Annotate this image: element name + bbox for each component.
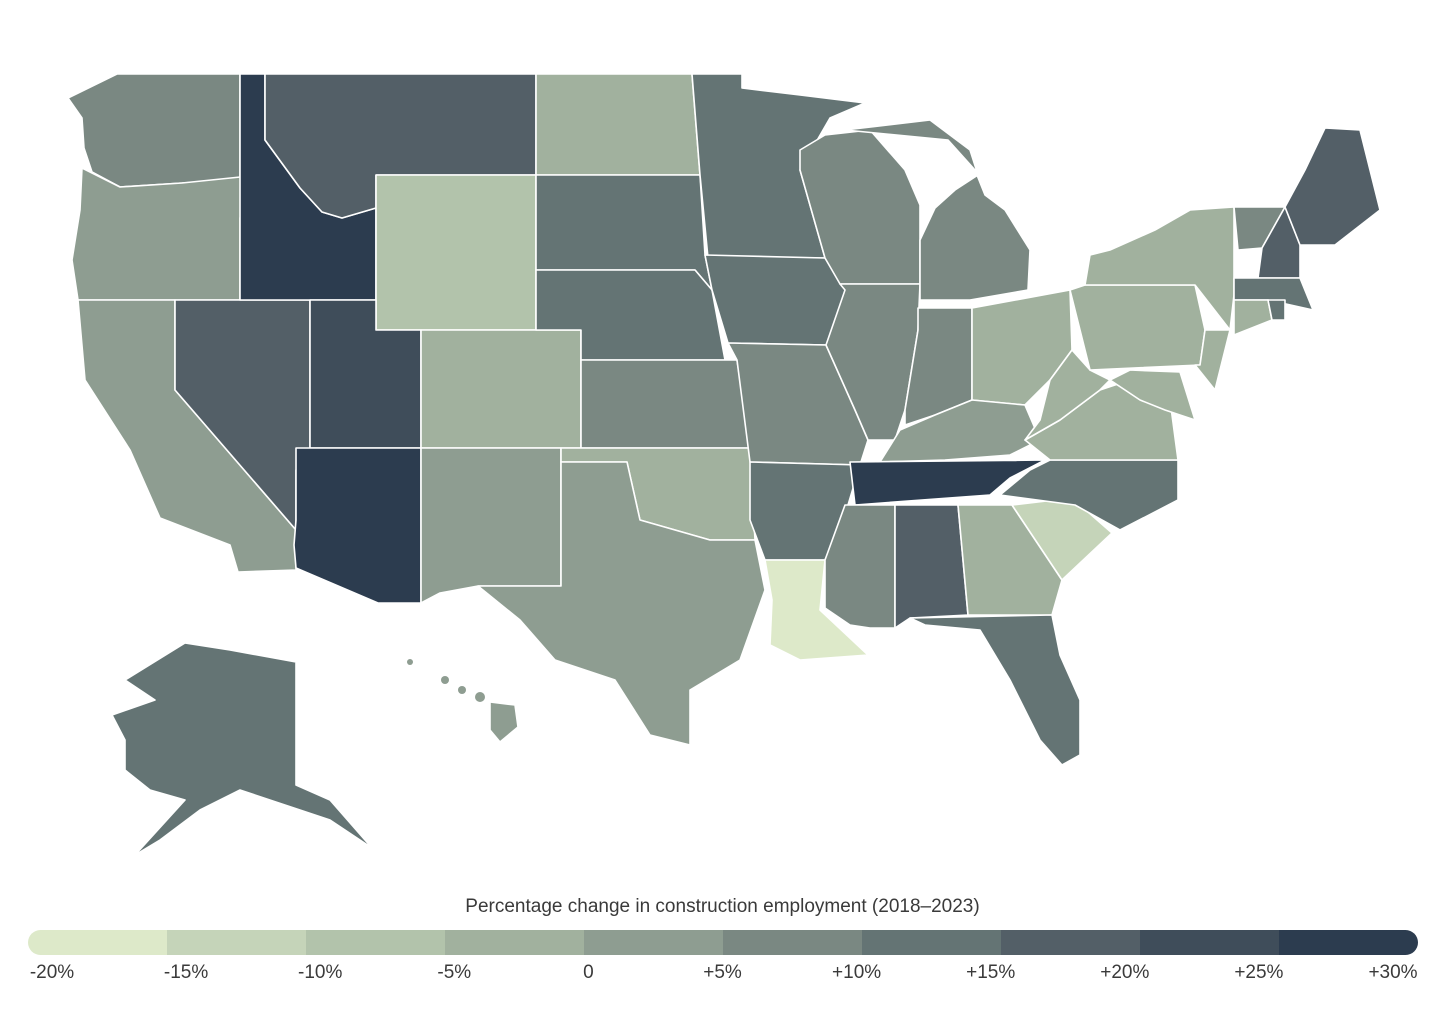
legend-tick-label: +20% — [1100, 962, 1150, 983]
state-rhode-island — [1267, 299, 1286, 321]
state-new-mexico — [420, 447, 562, 604]
legend-color-bar — [28, 930, 1418, 955]
state-wyoming — [375, 174, 537, 331]
state-new-jersey — [1194, 329, 1231, 391]
state-illinois — [825, 283, 921, 441]
us-choropleth-map — [67, 73, 1381, 856]
state-texas — [477, 461, 766, 746]
state-connecticut — [1233, 299, 1273, 336]
legend-tick-label: +25% — [1234, 962, 1284, 983]
states-layer — [67, 73, 1381, 856]
legend-tick-label: 0 — [583, 962, 594, 983]
state-hawaii — [489, 701, 519, 743]
state-washington — [67, 73, 241, 188]
state-north-dakota — [535, 73, 701, 176]
legend-tick-label: +15% — [966, 962, 1016, 983]
legend-tick-label: -20% — [29, 962, 75, 983]
legend-swatch — [1001, 930, 1140, 955]
state-new-york — [1084, 206, 1235, 331]
legend-tick-label: -15% — [163, 962, 209, 983]
legend-swatch — [1279, 930, 1418, 955]
state-alabama — [894, 504, 969, 629]
state-kansas — [580, 359, 751, 449]
state-michigan — [844, 119, 1031, 301]
state-louisiana — [764, 559, 869, 661]
state-maine — [1284, 127, 1381, 246]
state-tennessee — [849, 459, 1046, 506]
hawaii-island — [407, 659, 413, 665]
state-georgia — [957, 504, 1063, 616]
legend-swatch — [28, 930, 167, 955]
legend-swatch — [1140, 930, 1279, 955]
state-iowa — [704, 254, 846, 346]
legend-tick-label: +5% — [703, 962, 742, 983]
state-maryland — [1109, 369, 1196, 421]
legend-swatch — [723, 930, 862, 955]
state-north-carolina — [999, 459, 1179, 531]
legend-swatch — [306, 930, 445, 955]
state-pennsylvania — [1069, 284, 1206, 371]
legend-swatch — [584, 930, 723, 955]
state-minnesota — [691, 73, 866, 259]
legend-title: Percentage change in construction employ… — [465, 896, 980, 917]
state-florida — [909, 614, 1081, 766]
legend-tick-label: -10% — [298, 962, 343, 983]
legend-tick-label: -5% — [437, 962, 472, 983]
hawaii-island — [441, 676, 449, 684]
legend-swatch — [862, 930, 1001, 955]
hawaii-island — [458, 686, 466, 694]
legend-swatch — [445, 930, 584, 955]
state-arizona — [293, 447, 422, 604]
legend-swatch — [167, 930, 306, 955]
state-colorado — [420, 329, 582, 449]
state-new-hampshire — [1257, 206, 1301, 279]
legend-tick-labels: -20% -15% -10% -5% 0 +5% +10% +15% +20% +25% +30% — [0, 962, 1450, 992]
state-oregon — [71, 167, 251, 301]
state-west-virginia — [1024, 349, 1111, 441]
hawaii-island — [475, 692, 485, 702]
state-alaska — [111, 642, 373, 856]
legend-tick-label: +30% — [1368, 962, 1418, 983]
legend-tick-label: +10% — [832, 962, 882, 983]
state-massachusetts — [1233, 277, 1314, 311]
